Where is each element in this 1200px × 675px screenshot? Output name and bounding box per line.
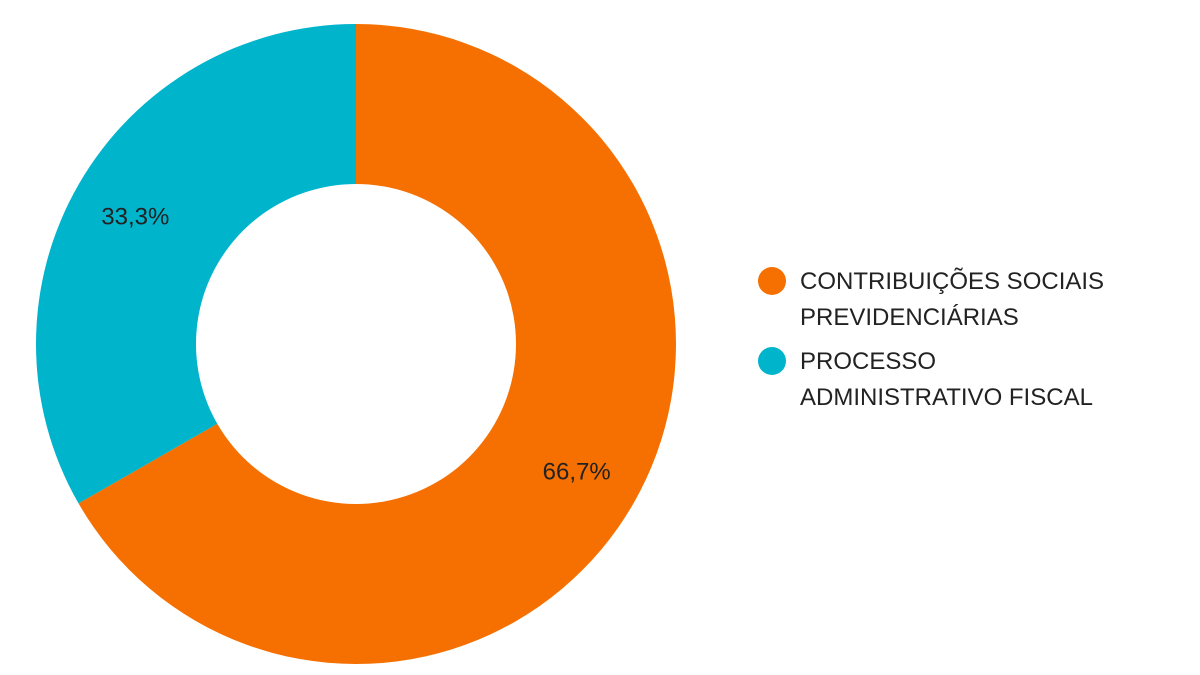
legend-swatch-contribuicoes	[758, 267, 786, 295]
slice-processo	[35, 24, 357, 504]
slice-contribuicoes	[78, 24, 677, 664]
chart-legend: CONTRIBUIÇÕES SOCIAIS PREVIDENCIÁRIAS PR…	[758, 264, 1178, 424]
legend-item-processo: PROCESSO ADMINISTRATIVO FISCAL	[758, 344, 1178, 416]
legend-swatch-processo	[758, 347, 786, 375]
slice-label-processo: 33,3%	[101, 203, 169, 230]
legend-label-contribuicoes: CONTRIBUIÇÕES SOCIAIS PREVIDENCIÁRIAS	[800, 268, 1105, 331]
slice-label-contribuicoes: 66,7%	[543, 459, 611, 486]
legend-label-processo: PROCESSO ADMINISTRATIVO FISCAL	[800, 348, 1093, 411]
legend-item-contribuicoes: CONTRIBUIÇÕES SOCIAIS PREVIDENCIÁRIAS	[758, 264, 1178, 336]
